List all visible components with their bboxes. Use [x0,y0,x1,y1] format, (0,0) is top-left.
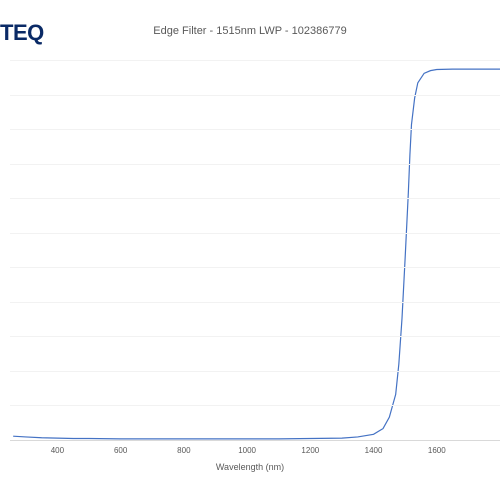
x-tick-label: 1600 [428,446,446,455]
x-tick-label: 1200 [301,446,319,455]
gridline-h [10,302,500,303]
gridline-h [10,371,500,372]
gridline-h [10,336,500,337]
gridline-h [10,164,500,165]
gridline-h [10,267,500,268]
data-series-line [10,60,500,440]
plot-area [10,60,500,440]
chart-title: Edge Filter - 1515nm LWP - 102386779 [153,25,346,37]
gridline-h [10,405,500,406]
gridline-h [10,129,500,130]
logo-text: TEQ [0,20,44,46]
gridline-h [10,198,500,199]
chart-container: TEQ Edge Filter - 1515nm LWP - 102386779… [0,0,500,500]
x-tick-label: 800 [177,446,190,455]
x-tick-label: 400 [51,446,64,455]
x-axis-line [10,440,500,441]
gridline-h [10,233,500,234]
x-tick-label: 1400 [365,446,383,455]
x-tick-label: 600 [114,446,127,455]
gridline-h [10,95,500,96]
gridline-h [10,60,500,61]
x-tick-label: 1000 [238,446,256,455]
x-axis-label: Wavelength (nm) [216,462,284,472]
